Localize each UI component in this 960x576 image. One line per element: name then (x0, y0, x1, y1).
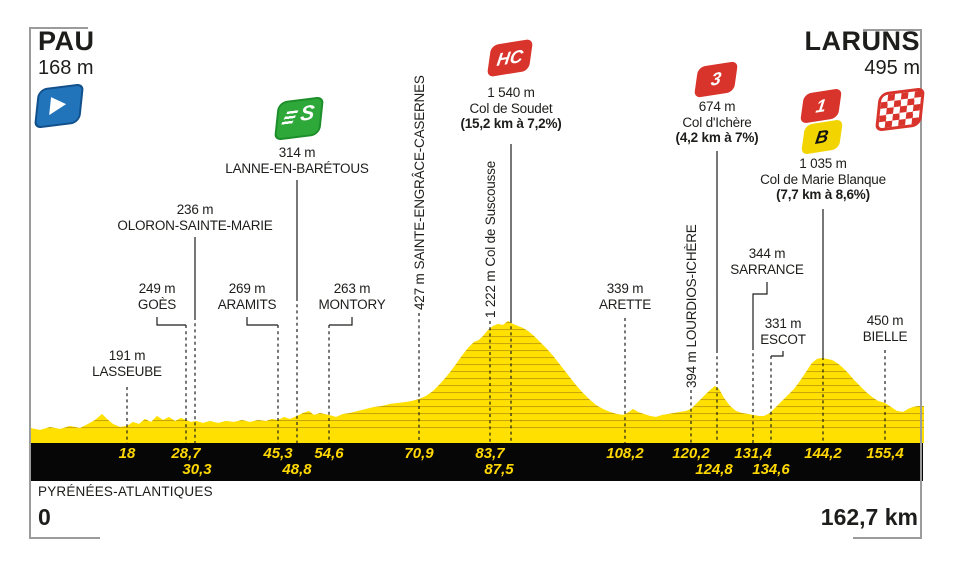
waypoint-col-de-marie-blanque: 1 035 m Col de Marie Blanque (7,7 km à 8… (760, 156, 886, 203)
frame-brackets (29, 27, 922, 539)
km-mark: 108,2 (606, 445, 644, 462)
km-mark: 70,9 (404, 445, 434, 462)
waypoint-bielle: 450 m BIELLE (863, 313, 908, 344)
km-mark: 18 (118, 445, 136, 462)
waypoint-aramits: 269 m ARAMITS (218, 281, 277, 312)
waypoint-name: Col de Suscousse (483, 160, 498, 267)
waypoint-elevation: 249 m (138, 281, 176, 296)
finish-elevation: 495 m (864, 57, 920, 79)
leader-lines-solid (156, 144, 824, 357)
profile-hatch (30, 321, 924, 430)
km-mark: 134,6 (752, 461, 790, 478)
waypoint-col-de-soudet: 1 540 m Col de Soudet (15,2 km à 7,2%) (460, 85, 561, 132)
km-mark: 155,4 (866, 445, 904, 462)
start-elevation: 168 m (38, 57, 94, 79)
waypoint-elevation: 344 m (748, 246, 786, 261)
waypoint-name: LOURDIOS-ICHÈRE (684, 224, 699, 348)
waypoint-elevation: 269 m (228, 281, 266, 296)
km-mark: 87,5 (484, 461, 514, 478)
km-mark: 30,3 (182, 461, 212, 478)
waypoint-name: SARRANCE (730, 261, 804, 277)
leader-lines-dashed (126, 298, 886, 443)
region-label: PYRÉNÉES-ATLANTIQUES (38, 484, 213, 499)
waypoint-name: Col d'Ichère (682, 114, 752, 130)
waypoint-col-d-ichere: 674 m Col d'Ichère (4,2 km à 7%) (676, 99, 759, 146)
waypoint-name: OLORON-SAINTE-MARIE (117, 217, 273, 233)
waypoint-elevation: 1 035 m (799, 156, 847, 171)
km-mark: 144,2 (804, 445, 842, 462)
waypoint-elevation: 191 m (108, 348, 146, 363)
waypoint-name: LANNE-EN-BARÉTOUS (225, 160, 369, 176)
waypoint-arette: 339 m ARETTE (599, 281, 651, 312)
waypoint-name: Col de Soudet (469, 100, 553, 116)
waypoint-elevation: 674 m (698, 99, 736, 114)
km-mark: 120,2 (672, 445, 710, 462)
waypoint-name: MONTORY (318, 296, 386, 312)
sprint-speed-lines-icon (280, 110, 299, 126)
waypoint-name: ARAMITS (217, 296, 277, 312)
start-flag-triangle-icon (49, 95, 68, 116)
total-distance: 162,7 km (820, 504, 918, 530)
km-mark: 131,4 (734, 445, 772, 462)
waypoint-name: GOÈS (137, 296, 177, 312)
waypoint-elevation: 1 222 m (483, 270, 498, 318)
climb-gradient: (7,7 km à 8,6%) (776, 187, 870, 202)
waypoint-elevation: 236 m (176, 202, 214, 217)
waypoint-name: BIELLE (862, 328, 908, 344)
waypoint-elevation: 331 m (764, 316, 802, 331)
waypoint-escot: 331 m ESCOT (760, 316, 806, 347)
waypoint-oloron: 236 m OLORON-SAINTE-MARIE (117, 202, 272, 233)
waypoint-col-de-suscousse: 1 222 m Col de Suscousse (483, 161, 498, 318)
finish-city: LARUNS (804, 26, 920, 56)
waypoint-elevation: 314 m (278, 145, 316, 160)
waypoint-lourdios-ichere: 394 m LOURDIOS-ICHÈRE (684, 224, 699, 388)
km-mark: 28,7 (171, 445, 201, 462)
waypoint-sainte-engrace-casernes: 427 m SAINTE-ENGRÂCE-CASERNES (412, 75, 427, 310)
climb-gradient: (15,2 km à 7,2%) (460, 116, 562, 131)
km-mark: 54,6 (314, 445, 344, 462)
km-mark: 45,3 (263, 445, 293, 462)
waypoint-elevation: 1 540 m (487, 85, 535, 100)
start-km: 0 (38, 504, 51, 530)
waypoint-elevation: 427 m (412, 273, 427, 310)
waypoint-lasseube: 191 m LASSEUBE (92, 348, 162, 379)
km-mark: 83,7 (475, 445, 505, 462)
waypoint-elevation: 339 m (606, 281, 644, 296)
waypoint-sarrance: 344 m SARRANCE (730, 246, 804, 277)
waypoint-name: Col de Marie Blanque (760, 171, 886, 187)
km-mark: 48,8 (282, 461, 312, 478)
waypoint-name: SAINTE-ENGRÂCE-CASERNES (412, 75, 427, 270)
climb-gradient: (4,2 km à 7%) (675, 130, 759, 145)
start-city: PAU (38, 26, 95, 56)
sprint-letter: S (299, 101, 316, 126)
waypoint-elevation: 450 m (866, 313, 904, 328)
km-mark: 124,8 (695, 461, 733, 478)
waypoint-goes: 249 m GOÈS (138, 281, 176, 312)
waypoint-lanne-en-baretous: 314 m LANNE-EN-BARÉTOUS (225, 145, 369, 176)
waypoint-elevation: 394 m (684, 351, 699, 388)
waypoint-elevation: 263 m (333, 281, 371, 296)
distance-bar (30, 443, 923, 481)
waypoint-name: LASSEUBE (92, 363, 162, 379)
waypoint-name: ESCOT (760, 331, 806, 347)
waypoint-montory: 263 m MONTORY (318, 281, 385, 312)
waypoint-name: ARETTE (598, 296, 652, 312)
